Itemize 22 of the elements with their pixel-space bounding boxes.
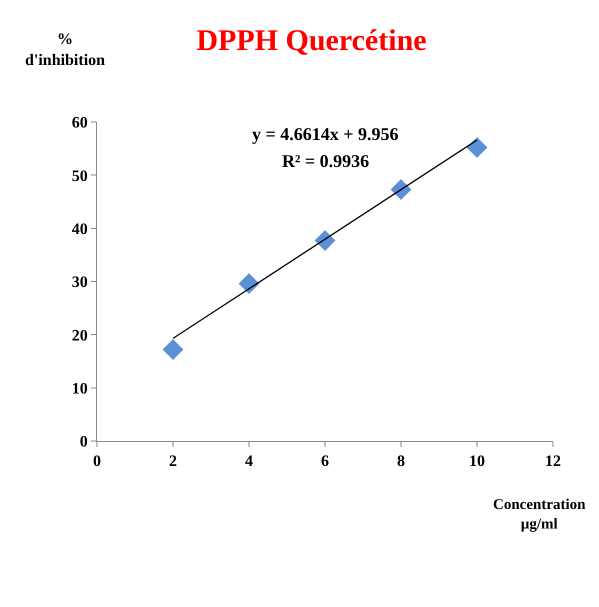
y-tick-label: 30: [72, 274, 88, 292]
y-tick-label: 20: [72, 327, 88, 344]
x-tick-label: 2: [169, 453, 177, 470]
y-tick-label: 10: [72, 380, 88, 398]
y-tick-label: 60: [72, 114, 88, 132]
point: [466, 137, 488, 158]
point: [238, 273, 260, 294]
y-axis-title: % d'inhibition: [25, 31, 106, 69]
x-tick-label: 10: [469, 453, 485, 470]
x-tick-label: 8: [397, 453, 405, 470]
chart-title: DPPH Quercétine: [196, 24, 427, 57]
y-tick-label: 40: [72, 220, 88, 238]
x-tick-label: 12: [545, 453, 561, 470]
x-axis-title: Concentration µg/ml: [493, 497, 586, 532]
annotation: R² = 0.9936: [282, 151, 370, 171]
x-tick-label: 6: [321, 453, 329, 470]
y-tick-label: 50: [72, 168, 88, 185]
x-tick-label: 0: [93, 453, 101, 470]
point: [162, 339, 184, 360]
x-tick-label: 4: [245, 453, 253, 470]
annotation: y = 4.6614x + 9.956: [252, 124, 399, 144]
y-tick-label: 0: [80, 434, 88, 451]
